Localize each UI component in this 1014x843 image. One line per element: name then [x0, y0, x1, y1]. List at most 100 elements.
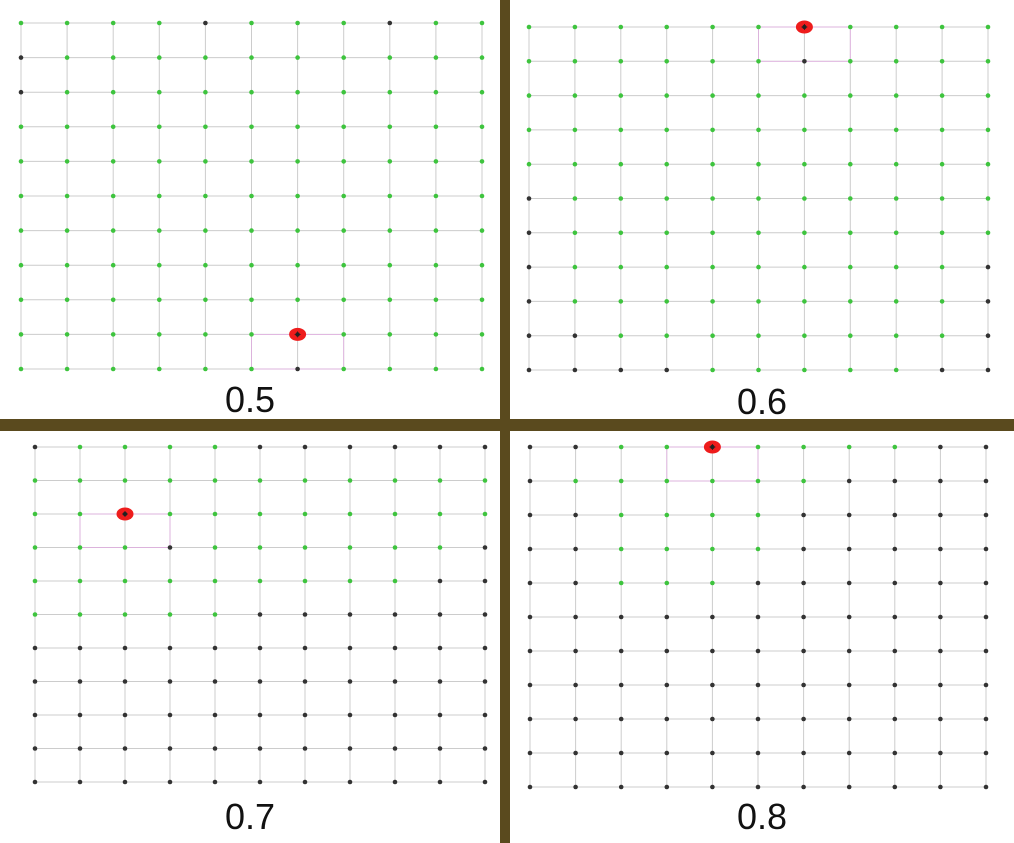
grid-node-active [203, 228, 208, 233]
grid-node-active [664, 299, 669, 304]
grid-node-active [480, 159, 485, 164]
grid-node-active [665, 445, 670, 450]
grid-node-active [157, 332, 162, 337]
grid-node-active [894, 333, 899, 338]
grid-node-active [986, 25, 991, 30]
grid-node-inactive [393, 713, 398, 718]
grid-node-active [527, 59, 532, 64]
grid-node-inactive [78, 646, 83, 651]
panel-label: 0.5 [0, 380, 500, 420]
grid-node-active [65, 21, 70, 26]
grid-node-active [986, 93, 991, 98]
grid-node-active [573, 59, 578, 64]
grid-node-active [295, 228, 300, 233]
grid-node-active [203, 194, 208, 199]
grid-node-active [619, 581, 624, 586]
grid-node-active [33, 512, 38, 517]
grid-node-active [388, 55, 393, 60]
grid-node-active [303, 478, 308, 483]
grid-node-active [65, 228, 70, 233]
grid-node-inactive [303, 780, 308, 785]
grid-node-active [940, 162, 945, 167]
grid-node-active [665, 547, 670, 552]
grid-node-active [710, 513, 715, 518]
grid-node-active [295, 21, 300, 26]
grid-node-inactive [984, 751, 989, 756]
grid-node-active [756, 368, 761, 373]
grid-node-active [619, 162, 624, 167]
grid-node-active [894, 59, 899, 64]
grid-node-active [295, 125, 300, 130]
grid-node-active [19, 159, 24, 164]
grid-node-active [203, 159, 208, 164]
grid-node-active [573, 25, 578, 30]
grid-node-active [986, 128, 991, 133]
grid-node-inactive [528, 649, 533, 654]
grid-node-active [341, 194, 346, 199]
grid-node-active [894, 265, 899, 270]
grid-node-inactive [801, 751, 806, 756]
grid-node-inactive [348, 612, 353, 617]
grid-node-inactive [984, 513, 989, 518]
grid-node-active [111, 332, 116, 337]
grid-node-inactive [528, 785, 533, 790]
grid-node-active [480, 55, 485, 60]
grid-node-inactive [938, 513, 943, 518]
grid-node-inactive [984, 649, 989, 654]
grid-node-inactive [665, 717, 670, 722]
grid-node-active [940, 93, 945, 98]
grid-node-inactive [33, 679, 38, 684]
grid-node-inactive [528, 683, 533, 688]
grid-node-active [894, 196, 899, 201]
grid-node-inactive [619, 649, 624, 654]
grid-node-active [341, 298, 346, 303]
grid-node-inactive [801, 581, 806, 586]
grid-node-active [65, 367, 70, 372]
grid-node-active [619, 265, 624, 270]
grid-node-active [802, 196, 807, 201]
grid-node-active [756, 479, 761, 484]
grid-node-active [619, 333, 624, 338]
grid-node-active [438, 512, 443, 517]
grid-node-inactive [619, 615, 624, 620]
grid-node-active [213, 512, 218, 517]
grid-node-inactive [258, 713, 263, 718]
grid-node-active [303, 512, 308, 517]
grid-node-inactive [940, 368, 945, 373]
grid-node-active [65, 90, 70, 95]
grid-node-active [341, 228, 346, 233]
grid-node-inactive [573, 547, 578, 552]
grid-node-active [756, 25, 761, 30]
grid-node-inactive [527, 196, 532, 201]
grid-node-active [986, 196, 991, 201]
grid-node-inactive [168, 746, 173, 751]
grid-node-inactive [123, 646, 128, 651]
grid-node-active [527, 93, 532, 98]
grid-node-inactive [528, 751, 533, 756]
grid-node-inactive [710, 751, 715, 756]
grid-node-active [393, 478, 398, 483]
grid-node-active [434, 125, 439, 130]
grid-node-active [619, 231, 624, 236]
grid-node-inactive [938, 717, 943, 722]
grid-node-inactive [438, 746, 443, 751]
grid-node-active [258, 579, 263, 584]
grid-node-active [78, 478, 83, 483]
grid-node-inactive [527, 231, 532, 236]
grid-node-inactive [710, 717, 715, 722]
grid-node-active [157, 21, 162, 26]
grid-node-inactive [123, 780, 128, 785]
grid-node-inactive [801, 785, 806, 790]
grid-node-inactive [847, 513, 852, 518]
grid-node-inactive [483, 679, 488, 684]
grid-node-active [111, 159, 116, 164]
grid-node-active [303, 545, 308, 550]
grid-node-inactive [258, 780, 263, 785]
grid-node-active [388, 332, 393, 337]
grid-graph [510, 0, 1014, 419]
grid-node-active [940, 299, 945, 304]
grid-node-inactive [258, 612, 263, 617]
grid-node-inactive [483, 579, 488, 584]
grid-node-active [802, 265, 807, 270]
grid-node-active [480, 194, 485, 199]
